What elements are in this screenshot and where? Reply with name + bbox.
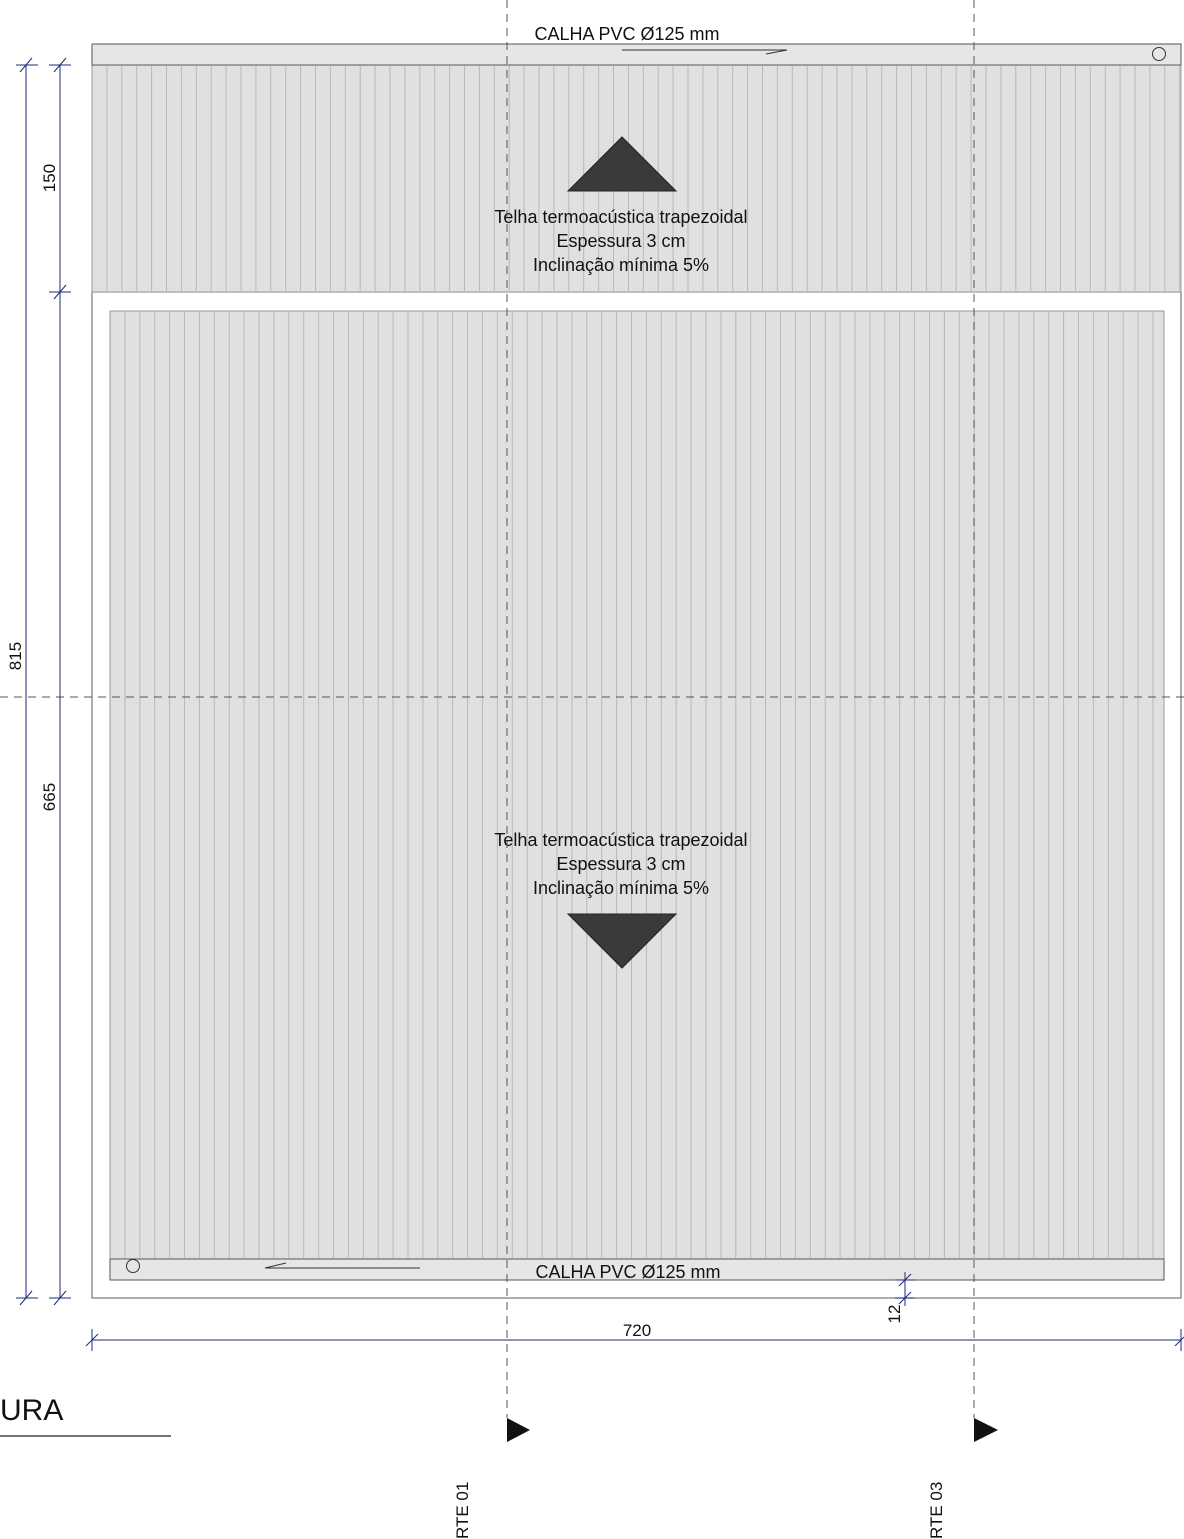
gutter-top	[91, 43, 1182, 66]
section-01-arrow-icon	[507, 1418, 530, 1442]
dimension-gutter-offset-label: 12	[885, 1305, 904, 1324]
dimension-total-height-label: 815	[6, 642, 25, 670]
lower-roof-panel	[109, 310, 1165, 1260]
dimension-total-height	[16, 57, 38, 1306]
slope-up-arrow-icon	[566, 136, 678, 192]
section-01-label: RTE 01	[453, 1482, 472, 1539]
slope-down-arrow-icon	[566, 913, 678, 969]
lower-roof-thickness: Espessura 3 cm	[556, 854, 685, 874]
lower-roof-material: Telha termoacústica trapezoidal	[494, 830, 747, 850]
section-03-arrow-icon	[974, 1418, 998, 1442]
dimension-lower-height-label: 665	[40, 783, 59, 811]
upper-roof-thickness: Espessura 3 cm	[556, 231, 685, 251]
upper-roof-ribs	[106, 66, 1181, 291]
dimension-partial-heights	[49, 57, 71, 1306]
gutter-bottom-flow-arrow-icon	[264, 1262, 420, 1269]
dimension-total-width	[85, 1329, 1184, 1351]
section-03-label: RTE 03	[927, 1482, 946, 1539]
drawing-title: URA	[0, 1394, 63, 1427]
dimension-total-width-label: 720	[623, 1321, 651, 1340]
gutter-top-label: CALHA PVC Ø125 mm	[534, 24, 719, 44]
dimension-gutter-offset	[895, 1272, 915, 1306]
upper-roof-slope: Inclinação mínima 5%	[533, 255, 709, 275]
gutter-bottom-label: CALHA PVC Ø125 mm	[535, 1262, 720, 1282]
upper-roof-material: Telha termoacústica trapezoidal	[494, 207, 747, 227]
gutter-top-drain-icon	[1152, 47, 1166, 61]
gutter-top-flow-arrow-icon	[622, 49, 788, 55]
gutter-bottom	[109, 1258, 1165, 1281]
gutter-bottom-drain-icon	[126, 1259, 140, 1273]
lower-roof-slope: Inclinação mínima 5%	[533, 878, 709, 898]
dimension-upper-height-label: 150	[40, 164, 59, 192]
